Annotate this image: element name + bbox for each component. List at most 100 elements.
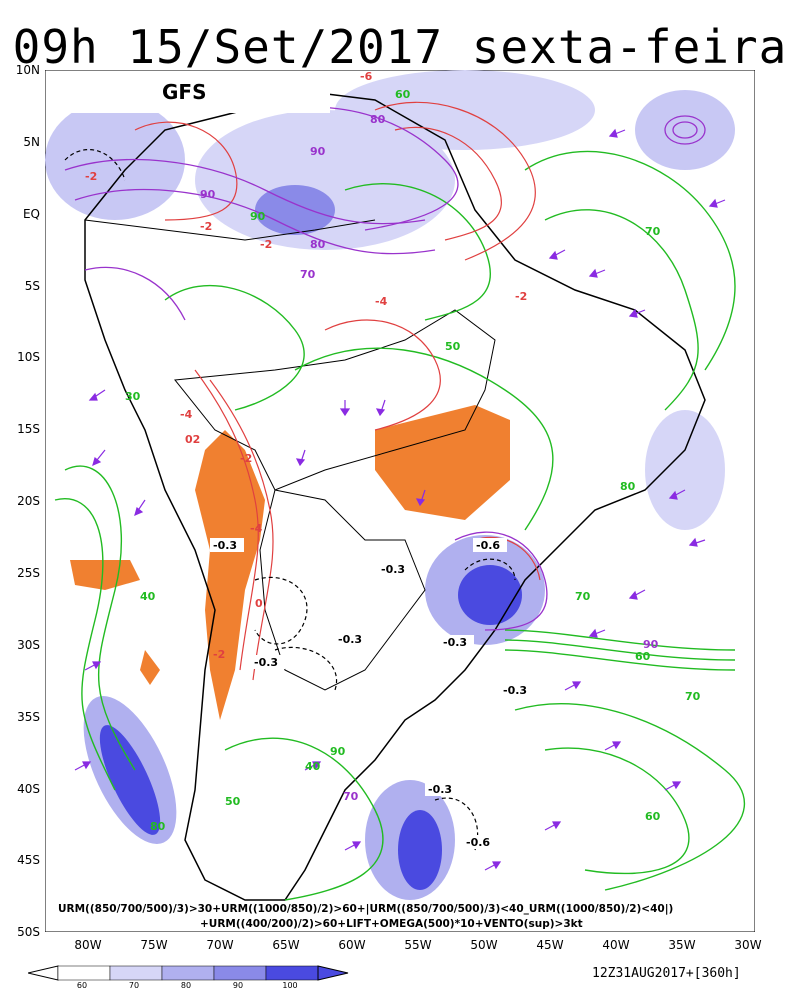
wind-vector (295, 449, 306, 467)
colorbar-tick: 100 (282, 981, 298, 990)
lat-label: 35S (17, 710, 40, 724)
omega-label: -0.6 (463, 835, 497, 849)
legend-line-1: URM((850/700/500)/3)>30+URM((1000/850)/2… (58, 903, 674, 915)
purple-label: 90 (643, 638, 659, 651)
green-label: 70 (645, 225, 661, 238)
omega-label: -0.3 (440, 635, 474, 649)
wind-vectors (74, 128, 726, 871)
svg-text:-0.6: -0.6 (476, 539, 500, 552)
colorbar-swatch (161, 965, 215, 981)
lift-shading (70, 405, 510, 720)
wind-vector (375, 399, 386, 417)
green-label: 80 (150, 820, 166, 833)
lat-label: 5S (24, 279, 40, 293)
red-label: -2 (260, 238, 272, 251)
lat-label: 15S (17, 422, 40, 436)
wind-vector (134, 499, 146, 517)
wind-vector (664, 781, 682, 791)
lat-label: 50S (17, 925, 40, 939)
omega-label: -0.3 (500, 683, 534, 697)
lon-label: 35W (668, 938, 696, 952)
omega-label: -0.3 (251, 655, 285, 669)
lon-label: 50W (470, 938, 498, 952)
purple-label: 90 (310, 145, 326, 158)
purple-label: 80 (310, 238, 326, 251)
wind-vector (628, 308, 646, 318)
red-label: -2 (85, 170, 97, 183)
contour-labels: 60 90 70 50 30 80 40 70 60 90 80 70 50 6… (85, 70, 701, 849)
green-contours (54, 150, 746, 901)
green-label: 80 (620, 480, 636, 493)
wind-vector (88, 389, 106, 401)
red-label: -2 (515, 290, 527, 303)
colorbar-tick: 70 (128, 981, 140, 990)
purple-label: 70 (343, 790, 359, 803)
purple-label: 70 (300, 268, 316, 281)
green-label: 40 (140, 590, 156, 603)
wind-vector (415, 489, 426, 507)
green-label: 30 (125, 390, 141, 403)
red-label: -4 (250, 522, 263, 535)
svg-text:-0.3: -0.3 (213, 539, 237, 552)
svg-text:-0.6: -0.6 (466, 836, 490, 849)
green-label: 50 (225, 795, 241, 808)
red-label: 0 (255, 597, 263, 610)
red-label: 02 (185, 433, 200, 446)
wind-vector (92, 449, 106, 467)
wind-vector (484, 861, 502, 871)
svg-text:-0.3: -0.3 (503, 684, 527, 697)
red-contours (134, 101, 541, 681)
colorbar-tick: 80 (180, 981, 192, 990)
map-panel: 60 90 70 50 30 80 40 70 60 90 80 70 50 6… (45, 70, 755, 932)
colorbar-swatch (109, 965, 163, 981)
omega-label: -0.3 (425, 782, 459, 796)
wind-vector (604, 741, 622, 751)
red-label: -6 (360, 70, 373, 83)
omega-label: -0.3 (210, 538, 244, 552)
humidity-shading (45, 70, 735, 900)
red-label: -4 (180, 408, 193, 421)
omega-label: -0.6 (473, 538, 507, 552)
lat-label: 10S (17, 350, 40, 364)
omega-label: -0.3 (378, 562, 412, 576)
colorbar-tick: 90 (232, 981, 244, 990)
svg-text:-0.3: -0.3 (428, 783, 452, 796)
lon-label: 60W (338, 938, 366, 952)
lat-label: EQ (22, 207, 40, 221)
run-label: 12Z31AUG2017+[360h] (592, 966, 741, 981)
lat-label: 45S (17, 853, 40, 867)
wind-vector (74, 761, 92, 771)
lon-label: 55W (404, 938, 432, 952)
wind-vector (344, 841, 362, 851)
colorbar-swatch (213, 965, 267, 981)
wind-vector (588, 628, 606, 638)
lon-label: 75W (140, 938, 168, 952)
omega-label: -0.3 (335, 632, 369, 646)
lat-label: 5N (23, 135, 40, 149)
wind-vector (628, 589, 646, 600)
purple-label: 90 (200, 188, 216, 201)
svg-text:-0.3: -0.3 (254, 656, 278, 669)
colorbar-tick: 60 (76, 981, 88, 990)
wind-vector (339, 400, 351, 417)
green-label: 90 (250, 210, 266, 223)
green-label: 70 (575, 590, 591, 603)
colorbar-swatch (265, 965, 319, 981)
green-label: 90 (330, 745, 346, 758)
wind-vector (668, 489, 686, 500)
svg-text:-0.3: -0.3 (443, 636, 467, 649)
wind-vector (708, 198, 726, 208)
wind-vector (608, 128, 626, 138)
red-label: -4 (375, 295, 388, 308)
svg-text:-0.3: -0.3 (338, 633, 362, 646)
green-label: 60 (395, 88, 411, 101)
lon-label: 30W (734, 938, 762, 952)
red-label: -2 (213, 648, 225, 661)
lon-label: 70W (206, 938, 234, 952)
lon-label: 40W (602, 938, 630, 952)
model-label-box (46, 71, 330, 113)
wind-vector (588, 268, 606, 278)
model-label: GFS (162, 80, 207, 104)
colorbar-swatch (57, 965, 111, 981)
lon-label: 45W (536, 938, 564, 952)
